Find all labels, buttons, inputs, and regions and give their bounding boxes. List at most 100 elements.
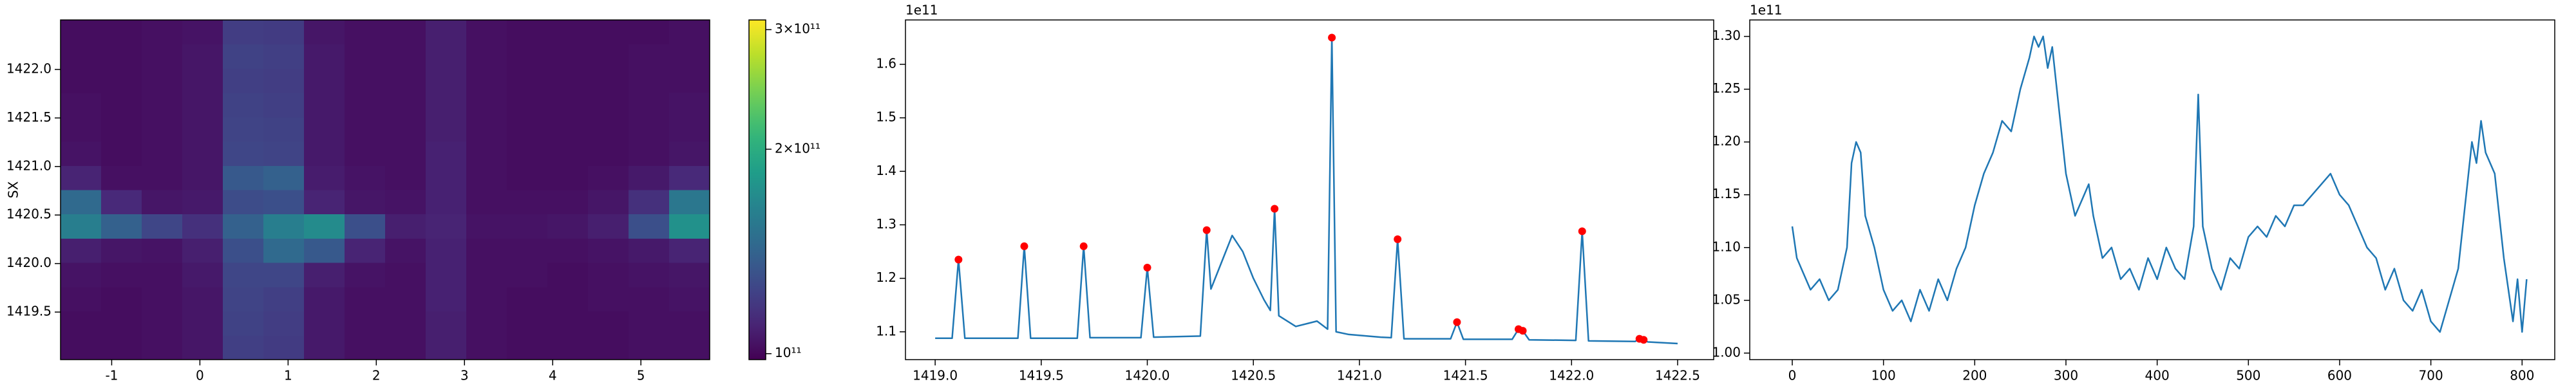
data-line	[1791, 35, 2528, 333]
x-tick-label: 1	[284, 368, 292, 383]
y-tick-label: 1.10	[1712, 239, 1741, 254]
y-tick-label: 1.1	[876, 323, 896, 338]
heatmap-cell	[223, 311, 264, 336]
heatmap-cell	[385, 262, 426, 288]
peak-marker	[1271, 205, 1279, 213]
heatmap-cell	[182, 335, 223, 360]
heatmap-cell	[182, 286, 223, 312]
heatmap-cell	[588, 311, 629, 336]
y-tick-label: 1.6	[876, 56, 896, 71]
heatmap-cell	[223, 286, 264, 312]
heatmap-cell	[669, 262, 710, 288]
heatmap-cell	[101, 93, 142, 118]
heatmap-cell	[629, 311, 670, 336]
heatmap-cell	[466, 165, 507, 190]
heatmap-cell	[61, 311, 102, 336]
heatmap-cell	[426, 311, 467, 336]
peak-marker	[1079, 242, 1088, 250]
heatmap-cell	[385, 93, 426, 118]
y-tick-label: 1.20	[1712, 133, 1741, 149]
y-tick-label: 1.00	[1712, 344, 1741, 360]
heatmap-cell	[142, 262, 183, 288]
heatmap-cell	[263, 141, 305, 166]
axes-frame	[905, 19, 1714, 360]
heatmap-cell	[61, 44, 102, 69]
heatmap-cell	[101, 190, 142, 215]
heatmap-cell	[142, 286, 183, 312]
heatmap-cell	[507, 311, 548, 336]
heatmap-cell	[385, 44, 426, 69]
heatmap-cell	[547, 44, 589, 69]
heatmap-cell	[588, 335, 629, 360]
heatmap-cell	[304, 165, 345, 190]
heatmap-cell	[507, 214, 548, 239]
x-tick-label: 1422.5	[1655, 368, 1700, 383]
colorbar-frame	[748, 19, 766, 360]
heatmap-cell	[61, 165, 102, 190]
heatmap-cell	[426, 286, 467, 312]
heatmap-cell	[61, 68, 102, 93]
heatmap-cell	[547, 190, 589, 215]
y-axis-label: SX	[6, 181, 21, 199]
x-tick-label: 600	[2327, 368, 2352, 383]
heatmap-cell	[547, 93, 589, 118]
heatmap-cell	[263, 190, 305, 215]
heatmap-cell	[669, 93, 710, 118]
heatmap-cell	[142, 116, 183, 142]
heatmap-cell	[182, 238, 223, 263]
heatmap-cell	[629, 190, 670, 215]
heatmap-cell	[345, 44, 386, 69]
y-tick-label: 1419.5	[6, 304, 52, 319]
x-tick-label: 0	[196, 368, 204, 383]
heatmap-cell	[547, 286, 589, 312]
heatmap-cell	[588, 190, 629, 215]
heatmap-cell	[101, 141, 142, 166]
heatmap-cell	[466, 20, 507, 45]
heatmap-cell	[182, 116, 223, 142]
heatmap-cell	[669, 214, 710, 239]
heatmap-cell	[345, 286, 386, 312]
heatmap-cell	[182, 190, 223, 215]
heatmap-cell	[466, 311, 507, 336]
heatmap-cell	[304, 190, 345, 215]
heatmap-cell	[263, 93, 305, 118]
heatmap-cell	[588, 44, 629, 69]
heatmap-cell	[547, 141, 589, 166]
x-tick-label: -1	[105, 368, 118, 383]
x-tick-label: 2	[372, 368, 381, 383]
heatmap-cell	[385, 68, 426, 93]
y-tick-label: 1.25	[1712, 80, 1741, 96]
heatmap-cell	[263, 311, 305, 336]
y-tick-label: 1.2	[876, 270, 896, 285]
x-tick-label: 0	[1788, 368, 1797, 383]
x-tick-label: 1421.0	[1337, 368, 1382, 383]
heatmap-cell	[263, 262, 305, 288]
heatmap-cell	[466, 286, 507, 312]
heatmap-cell	[304, 262, 345, 288]
heatmap-cell	[385, 238, 426, 263]
x-tick-label: 1421.5	[1443, 368, 1488, 383]
heatmap-cell	[61, 286, 102, 312]
heatmap-cell	[507, 165, 548, 190]
heatmap-cell	[304, 93, 345, 118]
heatmap-cell	[629, 286, 670, 312]
x-tick-label: 700	[2419, 368, 2443, 383]
heatmap-cell	[101, 335, 142, 360]
heatmap-cell	[669, 286, 710, 312]
heatmap-cell	[345, 68, 386, 93]
heatmap-cell	[142, 93, 183, 118]
heatmap-cell	[263, 68, 305, 93]
heatmap-cell	[182, 93, 223, 118]
heatmap-cell	[304, 44, 345, 69]
heatmap-cell	[426, 214, 467, 239]
heatmap-cell	[182, 311, 223, 336]
heatmap-cell	[385, 165, 426, 190]
heatmap-cell	[223, 335, 264, 360]
heatmap-cell	[345, 116, 386, 142]
heatmap-cell	[588, 238, 629, 263]
peak-marker	[1020, 242, 1028, 250]
heatmap-cell	[426, 238, 467, 263]
heatmap-cell	[345, 141, 386, 166]
heatmap-cell	[263, 286, 305, 312]
axes-frame	[1749, 19, 2555, 360]
